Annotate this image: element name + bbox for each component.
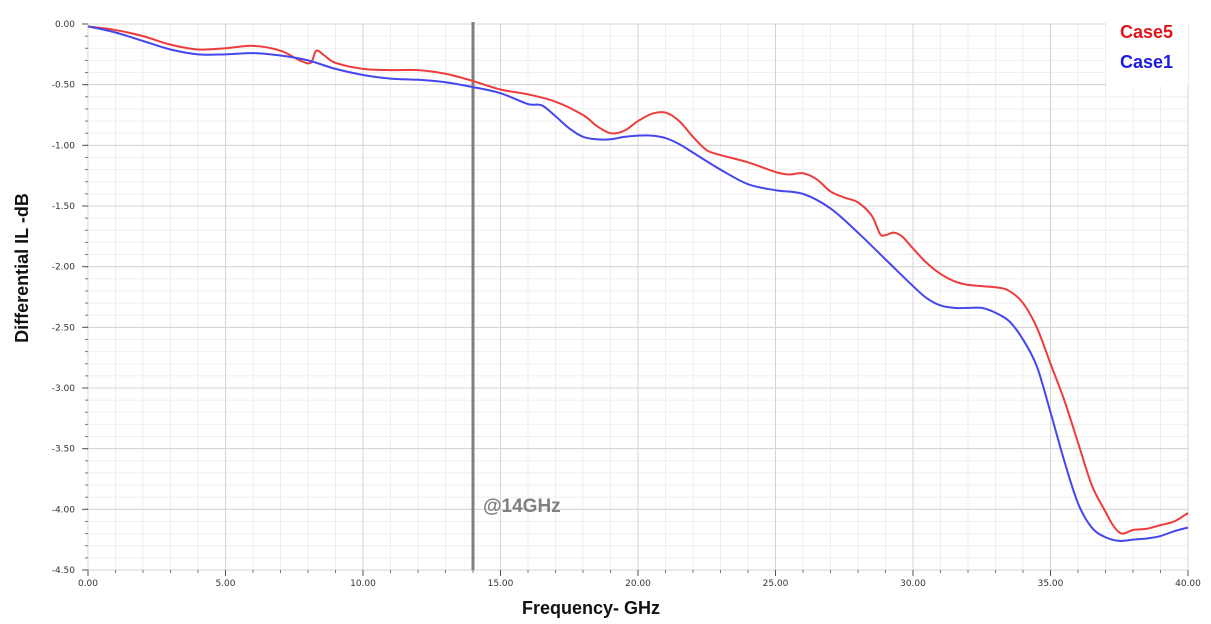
y-tick-label: -4.50	[52, 566, 76, 576]
legend-case1: Case1	[1120, 52, 1173, 72]
marker-label: @14GHz	[483, 496, 561, 517]
x-tick-label: 15.00	[488, 579, 514, 589]
y-tick-label: -2.00	[52, 263, 76, 273]
y-tick-label: -3.00	[52, 384, 76, 394]
tick-marks	[82, 23, 1189, 576]
x-tick-label: 30.00	[900, 579, 926, 589]
y-tick-label: -4.00	[52, 505, 76, 515]
y-tick-label: -1.50	[52, 202, 76, 212]
series-lines	[87, 25, 1189, 542]
x-tick-label: 40.00	[1175, 579, 1201, 589]
major-grid	[87, 23, 1189, 571]
series-line-case1	[87, 25, 1189, 542]
series-line-case5	[87, 25, 1189, 535]
y-tick-label: -0.50	[52, 81, 76, 91]
x-tick-label: 0.00	[78, 579, 98, 589]
y-tick-label: 0.00	[55, 20, 75, 30]
y-tick-label: -2.50	[52, 323, 76, 333]
x-tick-labels: 0.00 5.00 10.00 15.00 20.00 25.00 30.00 35.00 40…	[78, 579, 1201, 589]
y-tick-label: -1.00	[52, 141, 76, 151]
y-axis-title: Differential IL -dB	[12, 193, 32, 343]
x-tick-label: 20.00	[625, 579, 651, 589]
x-tick-label: 10.00	[350, 579, 376, 589]
x-tick-label: 5.00	[215, 579, 235, 589]
legend-case5: Case5	[1120, 22, 1173, 42]
x-tick-label: 35.00	[1038, 579, 1064, 589]
y-tick-labels: 0.00 -0.50 -1.00 -1.50 -2.00 -2.50 -3.00 -3.50 -…	[52, 20, 76, 576]
y-tick-label: -3.50	[52, 445, 76, 455]
x-tick-label: 25.00	[763, 579, 789, 589]
x-axis-title: Frequency- GHz	[522, 598, 660, 618]
legend-background	[1106, 14, 1188, 86]
